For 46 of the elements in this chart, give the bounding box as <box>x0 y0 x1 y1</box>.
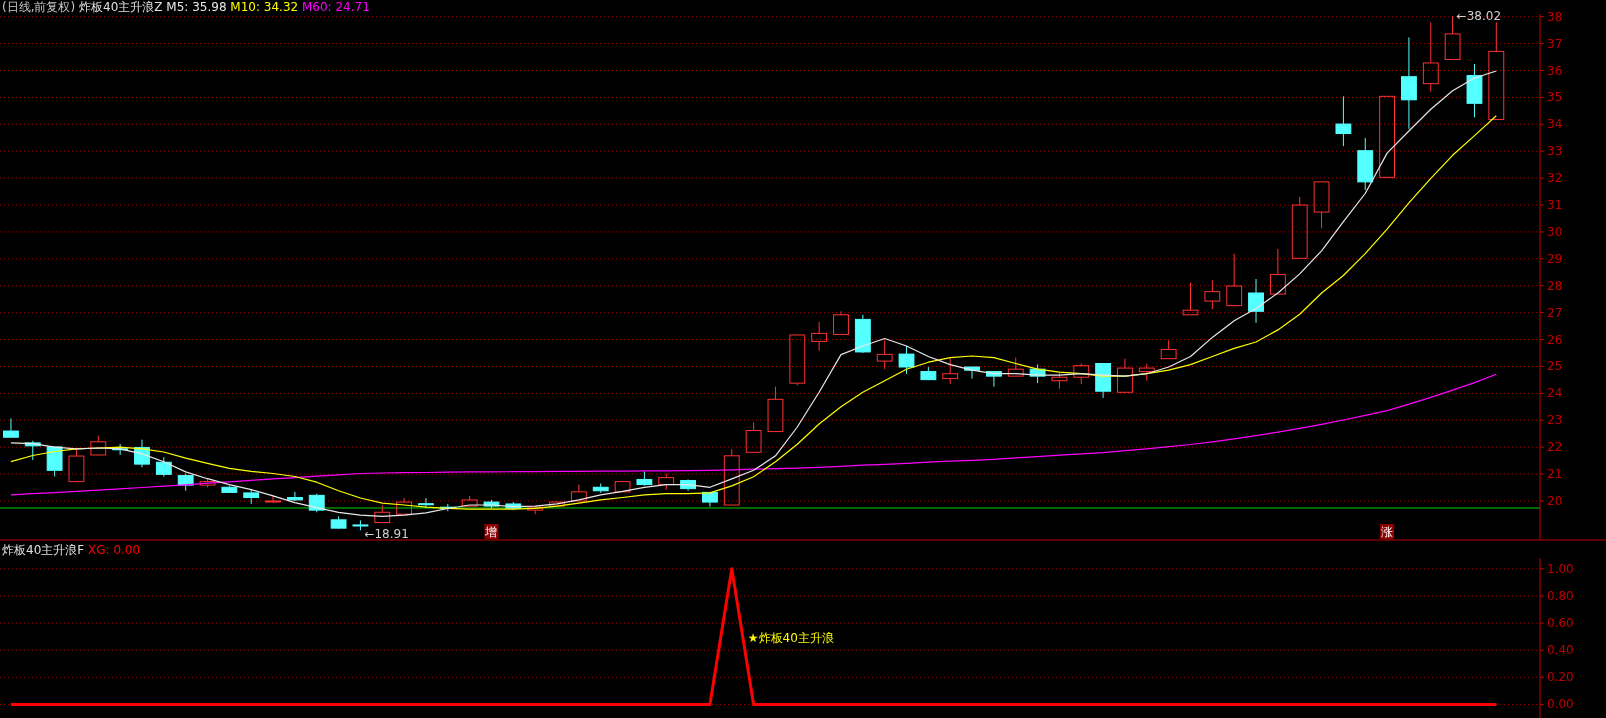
y-tick-label: 27 <box>1547 305 1563 320</box>
y-tick-label: 28 <box>1547 278 1563 293</box>
annotation: ←18.91 <box>364 527 409 542</box>
candlestick <box>1422 21 1439 93</box>
y-tick-label: 33 <box>1547 144 1563 159</box>
y-tick-label: 35 <box>1547 90 1563 105</box>
candlestick <box>811 321 828 352</box>
candlestick <box>1401 36 1417 130</box>
y-tick-label: 30 <box>1547 224 1563 239</box>
text: XG: 0.00 <box>88 543 141 557</box>
y-tick-label: 36 <box>1547 63 1563 78</box>
candlestick <box>1466 63 1483 118</box>
chart-title: 炸板40主升浪F <box>2 543 88 557</box>
y-tick-label: 31 <box>1547 198 1563 213</box>
line-series <box>10 373 1497 496</box>
y-tick-label: 34 <box>1547 117 1563 132</box>
y-tick-label: 32 <box>1547 171 1563 186</box>
y-tick-label: 20 <box>1547 493 1563 508</box>
text: M5: 35.98 <box>166 0 231 14</box>
y-tick-label: 37 <box>1547 36 1563 51</box>
y-tick-label: 21 <box>1547 467 1563 482</box>
y-tick-label: 26 <box>1547 332 1563 347</box>
y-tick-label: 24 <box>1547 386 1563 401</box>
y-tick-label: 0.40 <box>1547 643 1574 658</box>
candlestick <box>418 497 434 509</box>
candlestick <box>1335 95 1352 147</box>
candlestick <box>1248 278 1264 324</box>
text: M10: 34.32 <box>230 0 302 14</box>
x-tick-label: 增 <box>484 525 498 539</box>
y-tick-label: 0.60 <box>1547 616 1574 631</box>
y-tick-label: 23 <box>1547 413 1563 428</box>
y-tick-label: 0.20 <box>1547 670 1574 685</box>
chart-subtitle: (日线,前复权) <box>2 0 79 14</box>
y-tick-label: 0.80 <box>1547 588 1574 603</box>
y-tick-label: 22 <box>1547 440 1563 455</box>
y-tick-label: 1.00 <box>1547 561 1574 576</box>
y-tick-label: 0.00 <box>1547 697 1574 712</box>
text: M60: 24.71 <box>301 0 370 14</box>
annotation: ←38.02 <box>1456 9 1502 24</box>
chart-title: 炸板40主升浪Z <box>79 0 167 14</box>
y-tick-label: 25 <box>1547 359 1563 374</box>
candlestick <box>592 483 609 494</box>
y-tick-label: 38 <box>1547 9 1563 24</box>
y-tick-label: 29 <box>1547 251 1563 266</box>
x-tick-label: 涨 <box>1381 525 1394 539</box>
annotation: ★炸板40主升浪 <box>747 631 834 645</box>
